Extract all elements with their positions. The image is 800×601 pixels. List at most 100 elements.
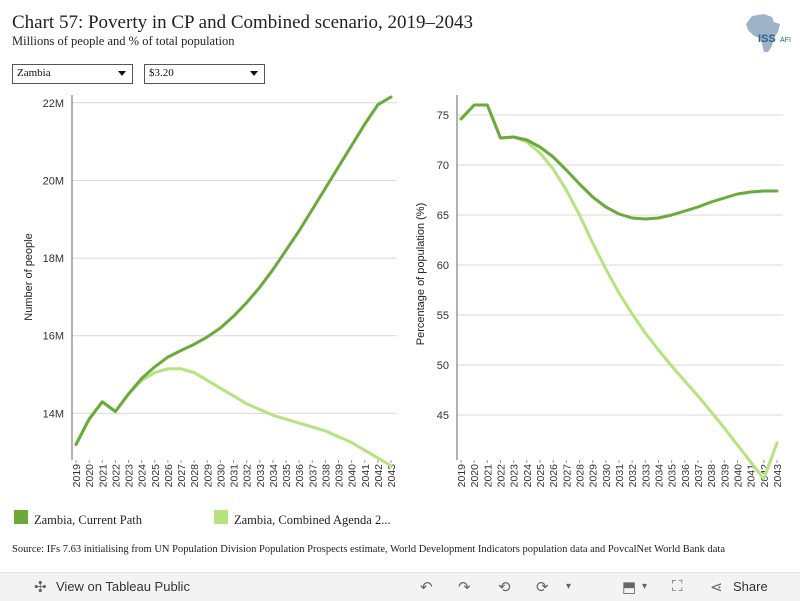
y-tick-label-people: 14M — [43, 408, 64, 420]
chart-title: Chart 57: Poverty in CP and Combined sce… — [12, 12, 474, 33]
x-tick-label-percent: 2034 — [654, 464, 666, 488]
y-tick-label-percent: 70 — [437, 160, 449, 172]
y-tick-label-people: 18M — [43, 253, 64, 265]
x-tick-label-people: 2038 — [320, 464, 332, 488]
x-tick-label-people: 2040 — [347, 464, 359, 488]
legend-swatch-combined — [214, 510, 228, 524]
x-tick-label-percent: 2037 — [693, 464, 705, 488]
threshold-dropdown[interactable]: $3.20 — [144, 64, 265, 84]
x-tick-label-people: 2039 — [334, 464, 346, 488]
x-tick-label-people: 2029 — [202, 464, 214, 488]
x-tick-label-people: 2032 — [242, 464, 254, 488]
x-tick-label-people: 2031 — [229, 464, 241, 488]
threshold-dropdown-value: $3.20 — [149, 67, 174, 79]
x-tick-label-people: 2041 — [360, 464, 372, 488]
legend-swatch-current-path — [14, 510, 28, 524]
x-tick-label-people: 2037 — [307, 464, 319, 488]
y-axis-label-percent: Percentage of population (%) — [415, 203, 427, 345]
chart-subtitle: Millions of people and % of total popula… — [12, 34, 235, 48]
x-tick-label-people: 2035 — [281, 464, 293, 488]
x-tick-label-percent: 2032 — [627, 464, 639, 488]
y-tick-label-people: 16M — [43, 331, 64, 343]
x-tick-label-people: 2036 — [294, 464, 306, 488]
undo-icon[interactable]: ↶ — [420, 579, 433, 596]
x-tick-label-percent: 2043 — [772, 464, 784, 488]
tableau-toolbar: ✣ View on Tableau Public ↶ ↷ ⟲ ⟳ ▾ ⬒ ▾ ⛶… — [0, 572, 800, 601]
legend-item-combined[interactable]: Zambia, Combined Agenda 2... — [214, 510, 414, 528]
y-tick-label-percent: 60 — [437, 260, 449, 272]
x-tick-label-percent: 2029 — [588, 464, 600, 488]
chevron-down-icon[interactable]: ▾ — [566, 581, 572, 592]
tableau-logo-icon: ✣ — [34, 579, 47, 596]
revert-icon[interactable]: ⟲ — [498, 579, 511, 596]
x-tick-label-percent: 2041 — [746, 464, 758, 488]
fullscreen-icon[interactable]: ⛶ — [672, 578, 683, 595]
y-tick-label-percent: 55 — [437, 310, 449, 322]
x-tick-label-percent: 2024 — [522, 464, 534, 488]
share-icon[interactable]: ⋖ — [710, 579, 723, 596]
x-tick-label-percent: 2031 — [614, 464, 626, 488]
x-tick-label-percent: 2023 — [509, 464, 521, 488]
download-icon[interactable]: ⬒ — [622, 579, 637, 596]
x-tick-label-percent: 2020 — [469, 464, 481, 488]
logo-suffix: AFI — [780, 37, 791, 44]
x-tick-label-people: 2043 — [386, 464, 398, 488]
x-tick-label-people: 2030 — [215, 464, 227, 488]
view-on-tableau-link[interactable]: View on Tableau Public — [56, 579, 190, 594]
y-tick-label-people: 20M — [43, 175, 64, 187]
source-note: Source: IFs 7.63 initialising from UN Po… — [12, 544, 725, 555]
share-button[interactable]: Share — [733, 579, 768, 594]
x-tick-label-percent: 2030 — [601, 464, 613, 488]
series-line-current-path-percent[interactable] — [459, 103, 779, 221]
redo-icon[interactable]: ↷ — [458, 579, 471, 596]
x-tick-label-people: 2023 — [124, 464, 136, 488]
country-dropdown[interactable]: Zambia — [12, 64, 133, 84]
legend-item-current-path[interactable]: Zambia, Current Path — [14, 510, 204, 528]
x-tick-label-people: 2020 — [84, 464, 96, 488]
x-tick-label-percent: 2022 — [496, 464, 508, 488]
x-tick-label-percent: 2035 — [667, 464, 679, 488]
legend-label-combined: Zambia, Combined Agenda 2... — [234, 513, 391, 527]
y-tick-label-percent: 50 — [437, 360, 449, 372]
y-axis-label-people: Number of people — [23, 233, 35, 320]
x-tick-label-percent: 2028 — [575, 464, 587, 488]
issafrica-logo: ISS AFI — [746, 14, 791, 52]
x-tick-label-percent: 2033 — [640, 464, 652, 488]
x-tick-label-percent: 2040 — [733, 464, 745, 488]
x-tick-label-people: 2024 — [137, 464, 149, 488]
chevron-down-icon[interactable]: ▾ — [642, 581, 648, 592]
refresh-icon[interactable]: ⟳ — [536, 579, 549, 596]
y-tick-label-people: 22M — [43, 98, 64, 110]
legend-label-current-path: Zambia, Current Path — [34, 513, 142, 527]
x-tick-label-percent: 2025 — [535, 464, 547, 488]
series-line-combined-people[interactable] — [74, 367, 393, 468]
x-tick-label-percent: 2027 — [561, 464, 573, 488]
x-tick-label-people: 2026 — [163, 464, 175, 488]
x-tick-label-people: 2033 — [255, 464, 267, 488]
series-line-combined-percent[interactable] — [459, 103, 779, 481]
series-line-current-path-people[interactable] — [74, 95, 393, 446]
country-dropdown-value: Zambia — [17, 67, 51, 79]
logo-text: ISS — [758, 33, 776, 45]
x-tick-label-percent: 2026 — [548, 464, 560, 488]
x-tick-label-percent: 2021 — [482, 464, 494, 488]
x-tick-label-people: 2019 — [71, 464, 83, 488]
chevron-down-icon — [118, 71, 126, 76]
x-tick-label-people: 2028 — [189, 464, 201, 488]
x-tick-label-people: 2022 — [110, 464, 122, 488]
y-tick-label-percent: 65 — [437, 210, 449, 222]
x-tick-label-percent: 2038 — [706, 464, 718, 488]
x-tick-label-percent: 2036 — [680, 464, 692, 488]
x-tick-label-people: 2021 — [97, 464, 109, 488]
x-tick-label-percent: 2039 — [719, 464, 731, 488]
africa-map-icon — [746, 14, 780, 52]
x-tick-label-people: 2027 — [176, 464, 188, 488]
chevron-down-icon — [250, 71, 258, 76]
x-tick-label-people: 2034 — [268, 464, 280, 488]
y-tick-label-percent: 45 — [437, 410, 449, 422]
x-tick-label-people: 2042 — [373, 464, 385, 488]
x-tick-label-people: 2025 — [150, 464, 162, 488]
y-tick-label-percent: 75 — [437, 110, 449, 122]
x-tick-label-percent: 2019 — [456, 464, 468, 488]
